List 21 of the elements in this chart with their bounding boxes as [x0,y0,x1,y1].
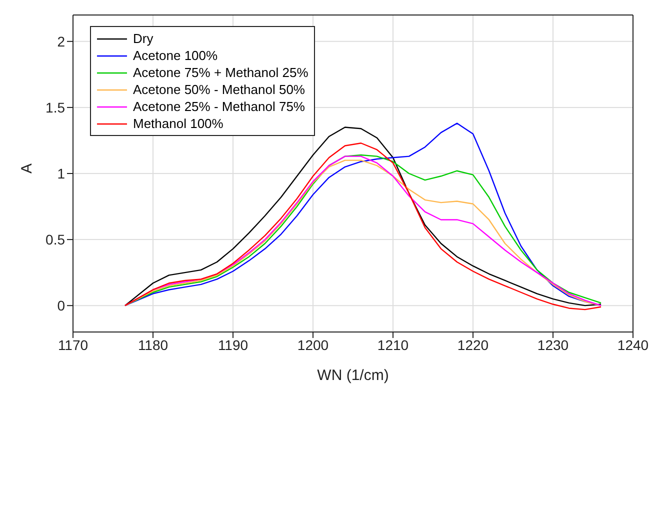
y-tick-label: 1 [57,165,66,182]
x-tick-label: 1180 [138,336,168,353]
x-tick-label: 1200 [297,336,329,353]
y-tick-label: 0.5 [46,232,66,248]
y-tick-label: 1.5 [46,99,66,116]
x-tick-label: 1190 [218,336,248,353]
y-tick-label: 0 [57,298,66,314]
y-axis-title: A [18,163,36,174]
legend-label: Acetone 100% [133,48,218,63]
legend-label: Acetone 75% + Methanol 25% [133,65,308,80]
x-axis-title: WN (1/cm) [317,367,389,384]
y-tick-label: 2 [57,33,66,50]
legend-label: Methanol 100% [133,116,224,131]
legend-label: Acetone 50% - Methanol 50% [133,82,305,97]
legend-label: Dry [133,31,154,46]
x-tick-label: 1170 [58,336,88,353]
legend-label: Acetone 25% - Methanol 75% [133,99,305,114]
x-tick-label: 1240 [617,336,649,353]
x-tick-label: 1220 [457,336,489,353]
x-tick-label: 1230 [537,336,569,353]
x-tick-label: 1210 [377,336,409,353]
